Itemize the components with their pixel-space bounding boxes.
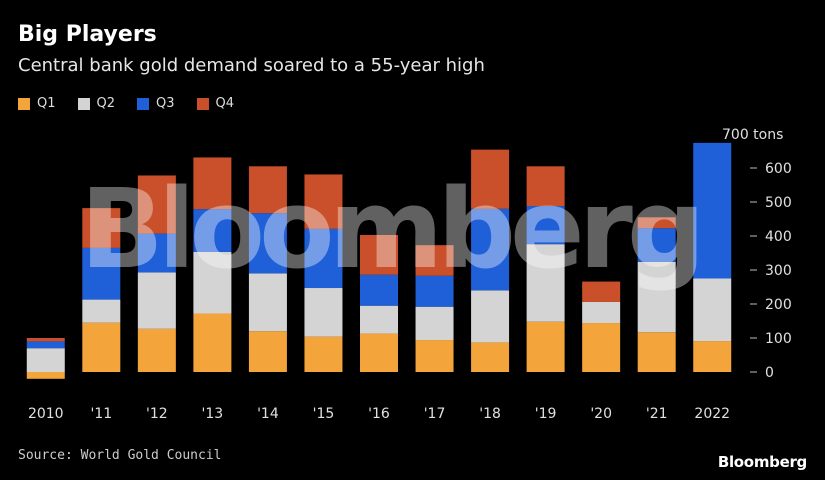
bar-q2-10 bbox=[582, 301, 621, 324]
bar-q2-0 bbox=[26, 348, 65, 372]
x-tick-label: '12 bbox=[146, 406, 168, 422]
bar-q1-10 bbox=[582, 323, 621, 372]
bar-q3-8 bbox=[471, 208, 510, 291]
bar-q1-1 bbox=[82, 322, 121, 372]
legend-item-q3: Q3 bbox=[137, 96, 175, 111]
x-tick-label: 2010 bbox=[28, 406, 64, 422]
bar-q2-12 bbox=[693, 278, 732, 342]
legend-label-q4: Q4 bbox=[215, 96, 235, 111]
bar-q1-0 bbox=[26, 372, 65, 379]
legend-label-q1: Q1 bbox=[37, 96, 56, 111]
x-tick-label: '14 bbox=[257, 406, 279, 422]
x-tick-label: '19 bbox=[535, 406, 557, 422]
legend-label-q2: Q2 bbox=[96, 96, 116, 111]
y-axis-unit-label: 700 tons bbox=[722, 127, 783, 143]
bar-q3-1 bbox=[82, 247, 121, 300]
bar-q3-7 bbox=[415, 275, 454, 307]
bar-q4-3 bbox=[193, 157, 232, 210]
bar-q2-6 bbox=[360, 305, 398, 334]
bar-q1-5 bbox=[304, 336, 343, 372]
bloomberg-logo: Bloomberg bbox=[717, 453, 807, 471]
bar-q1-8 bbox=[471, 342, 510, 372]
bar-q3-6 bbox=[360, 274, 398, 306]
y-tick-label: 200 bbox=[765, 297, 792, 313]
x-tick-label: '18 bbox=[479, 406, 501, 422]
bar-q3-3 bbox=[193, 209, 232, 252]
bar-q3-4 bbox=[248, 213, 287, 274]
bar-q1-6 bbox=[360, 333, 398, 372]
bar-q2-7 bbox=[415, 306, 454, 341]
bar-q3-2 bbox=[137, 233, 176, 273]
bar-q4-9 bbox=[526, 166, 565, 207]
x-tick-label: '11 bbox=[90, 406, 112, 422]
legend-item-q4: Q4 bbox=[196, 96, 235, 111]
bar-q1-7 bbox=[415, 340, 454, 372]
bar-q2-8 bbox=[471, 290, 510, 343]
bar-q4-1 bbox=[82, 208, 121, 248]
y-tick-label: 500 bbox=[765, 195, 792, 211]
bar-q4-6 bbox=[360, 234, 398, 275]
bar-q1-12 bbox=[693, 341, 732, 372]
legend-item-q2: Q2 bbox=[77, 96, 116, 111]
legend-swatch-q3 bbox=[137, 97, 150, 110]
legend-swatch-q4 bbox=[196, 97, 209, 110]
legend-item-q1: Q1 bbox=[18, 96, 56, 111]
bar-q2-2 bbox=[137, 272, 176, 329]
legend-swatch-q2 bbox=[77, 97, 90, 110]
x-tick-label: '16 bbox=[368, 406, 390, 422]
chart-title: Big Players bbox=[18, 22, 157, 47]
bar-q2-3 bbox=[193, 251, 232, 314]
legend: Q1 Q2 Q3 Q4 bbox=[18, 96, 234, 111]
bar-q1-4 bbox=[248, 331, 287, 372]
bar-q4-4 bbox=[248, 166, 287, 214]
legend-swatch-q1 bbox=[18, 97, 30, 110]
bar-q2-1 bbox=[82, 299, 121, 323]
bar-q4-5 bbox=[304, 174, 343, 229]
bar-q3-9 bbox=[526, 206, 565, 245]
source-note: Source: World Gold Council bbox=[18, 448, 222, 463]
y-tick-label: 0 bbox=[765, 365, 774, 381]
bar-q1-11 bbox=[637, 332, 676, 372]
bar-q4-2 bbox=[137, 175, 176, 234]
y-tick-label: 300 bbox=[765, 263, 792, 279]
bar-q1-2 bbox=[137, 328, 176, 372]
x-tick-label: '17 bbox=[424, 406, 446, 422]
y-tick-label: 400 bbox=[765, 229, 792, 245]
x-tick-label: 2022 bbox=[694, 406, 730, 422]
bar-q2-4 bbox=[248, 273, 287, 332]
bar-q2-11 bbox=[637, 261, 676, 333]
bar-q3-5 bbox=[304, 228, 343, 289]
x-tick-label: '15 bbox=[313, 406, 335, 422]
bar-q4-8 bbox=[471, 149, 510, 209]
x-tick-label: '20 bbox=[590, 406, 612, 422]
bar-q4-7 bbox=[415, 245, 454, 276]
bar-q1-9 bbox=[526, 321, 565, 372]
x-tick-label: '13 bbox=[202, 406, 224, 422]
bar-q3-11 bbox=[637, 228, 676, 262]
y-tick-label: 600 bbox=[765, 161, 792, 177]
bar-q4-0 bbox=[26, 338, 65, 342]
bar-q1-3 bbox=[193, 313, 232, 372]
bar-q4-10 bbox=[582, 281, 621, 302]
x-tick-label: '21 bbox=[646, 406, 668, 422]
bar-q3-12 bbox=[693, 142, 732, 279]
bar-q4-11 bbox=[637, 217, 676, 229]
bar-q3-0 bbox=[26, 341, 65, 349]
chart-subtitle: Central bank gold demand soared to a 55-… bbox=[18, 55, 485, 76]
legend-label-q3: Q3 bbox=[156, 96, 175, 111]
y-tick-label: 100 bbox=[765, 331, 792, 347]
bar-q2-9 bbox=[526, 244, 565, 322]
bar-q2-5 bbox=[304, 288, 343, 337]
